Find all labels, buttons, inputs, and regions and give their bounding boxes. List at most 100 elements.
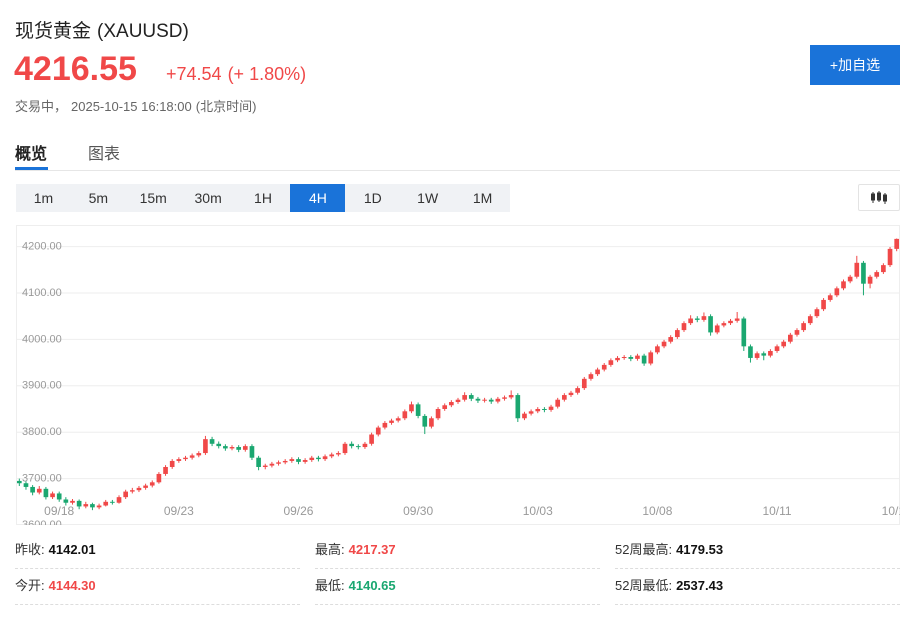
title: 现货黄金 (XAUUSD) [15, 16, 189, 43]
candle-body [708, 316, 713, 333]
candle-body [256, 457, 261, 467]
candle-body [116, 497, 122, 503]
candle-body [774, 346, 780, 351]
candle-body [262, 465, 268, 467]
add-watchlist-button[interactable]: +加自选 [810, 45, 900, 85]
period-button[interactable]: 1W [417, 190, 439, 206]
candlestick-chart: 3600.00 3700.00 3800.00 3900.00 4000.00 4100.… [16, 225, 900, 525]
period-button[interactable]: 30m [194, 190, 222, 206]
candle-body [183, 457, 188, 460]
period-button[interactable]: 1M [472, 190, 493, 206]
candle-body [163, 466, 168, 474]
plot-frame [16, 225, 900, 525]
candle-body [834, 288, 840, 296]
y-tick-label: 3800.00 [22, 426, 62, 438]
trade-status: 交易中， 2025-10-15 16:18:00 (北京时间) [15, 96, 256, 115]
candle-body [841, 281, 846, 289]
candle-body [621, 357, 627, 359]
candle-body [894, 238, 900, 249]
candle-body [123, 491, 128, 498]
candle-body [289, 459, 295, 461]
divider [15, 170, 900, 171]
y-tick-label: 3700.00 [22, 473, 62, 485]
candle-body [847, 276, 853, 282]
candle-body [781, 341, 787, 347]
candle-body [143, 485, 148, 488]
candle-body [615, 357, 620, 361]
candle-body [316, 457, 321, 460]
candle-body [30, 486, 35, 493]
candle-body [694, 318, 700, 320]
candle-body [282, 460, 288, 463]
candle-body [854, 262, 860, 277]
y-tick-label: 3600.00 [22, 519, 62, 525]
period-button[interactable]: 1H [254, 190, 272, 206]
candle-body [23, 483, 29, 487]
candle-body [189, 455, 195, 458]
candle-body [76, 500, 82, 507]
tab[interactable]: 图表 [88, 146, 121, 163]
candle-body [223, 446, 228, 449]
stat-label: 52周最低: [615, 578, 673, 593]
period-selector: 1m 5m 15m 30m 1H 4H 1D 1W 1M [16, 184, 510, 212]
candle-body [701, 316, 707, 320]
candle-body [203, 439, 208, 454]
candle-body [688, 318, 693, 324]
candle-body [136, 487, 142, 491]
candle-body [535, 408, 541, 412]
period-button[interactable]: 15m [139, 190, 167, 206]
candle-body [595, 369, 600, 375]
candle-body [70, 500, 75, 503]
candle-body [861, 262, 866, 284]
timestamp: 2025-10-15 16:18:00 [71, 99, 192, 114]
candle-body [515, 395, 521, 419]
stat-label: 今开: [15, 578, 45, 593]
candle-body [668, 337, 674, 342]
instrument-symbol: (XAUUSD) [97, 21, 189, 42]
price-change: +74.54 (+ 1.80%) [166, 64, 306, 85]
candle-body [821, 299, 826, 310]
candle-body [50, 493, 55, 498]
period-button[interactable]: 5m [88, 190, 109, 206]
candle-body [801, 323, 806, 331]
candle-body [655, 346, 660, 353]
candle-body [216, 443, 222, 447]
stat-item: 今开: 4144.30 [15, 568, 300, 605]
candle-body [768, 350, 773, 356]
period-button[interactable]: 4H [290, 184, 346, 212]
stat-label: 52周最高: [615, 542, 673, 557]
chart-type-button[interactable] [858, 184, 900, 211]
candle-body [129, 490, 135, 492]
tab[interactable]: 概览 [15, 146, 48, 163]
period-button[interactable]: 1m [33, 190, 54, 206]
candle-body [548, 406, 554, 410]
period-button[interactable]: 1D [363, 190, 382, 206]
candle-body [555, 399, 561, 407]
candle-body [362, 443, 368, 448]
candle-body [827, 295, 833, 300]
stat-value: 4217.37 [348, 542, 396, 557]
x-tick-label: 09/18 [44, 504, 74, 518]
x-tick-label: 10/15 [882, 504, 900, 518]
candle-body [355, 446, 361, 448]
candle-body [249, 446, 255, 458]
instrument-name: 现货黄金 [15, 21, 92, 42]
candle-body [96, 505, 102, 508]
candle-body [322, 456, 328, 460]
candle-body [728, 320, 733, 324]
candle-body [442, 405, 448, 409]
candle-body [761, 353, 767, 356]
candle-body [369, 434, 374, 444]
candle-body [422, 415, 428, 427]
candle-body [156, 473, 162, 483]
x-tick-label: 09/30 [403, 504, 433, 518]
candle-body [788, 334, 793, 342]
candle-body [628, 357, 634, 359]
x-tick-label: 10/08 [642, 504, 672, 518]
candle-body [714, 325, 720, 333]
candle-body [482, 399, 487, 401]
candle-body [110, 501, 115, 503]
candle-body [522, 413, 527, 419]
candle-body [435, 408, 441, 419]
